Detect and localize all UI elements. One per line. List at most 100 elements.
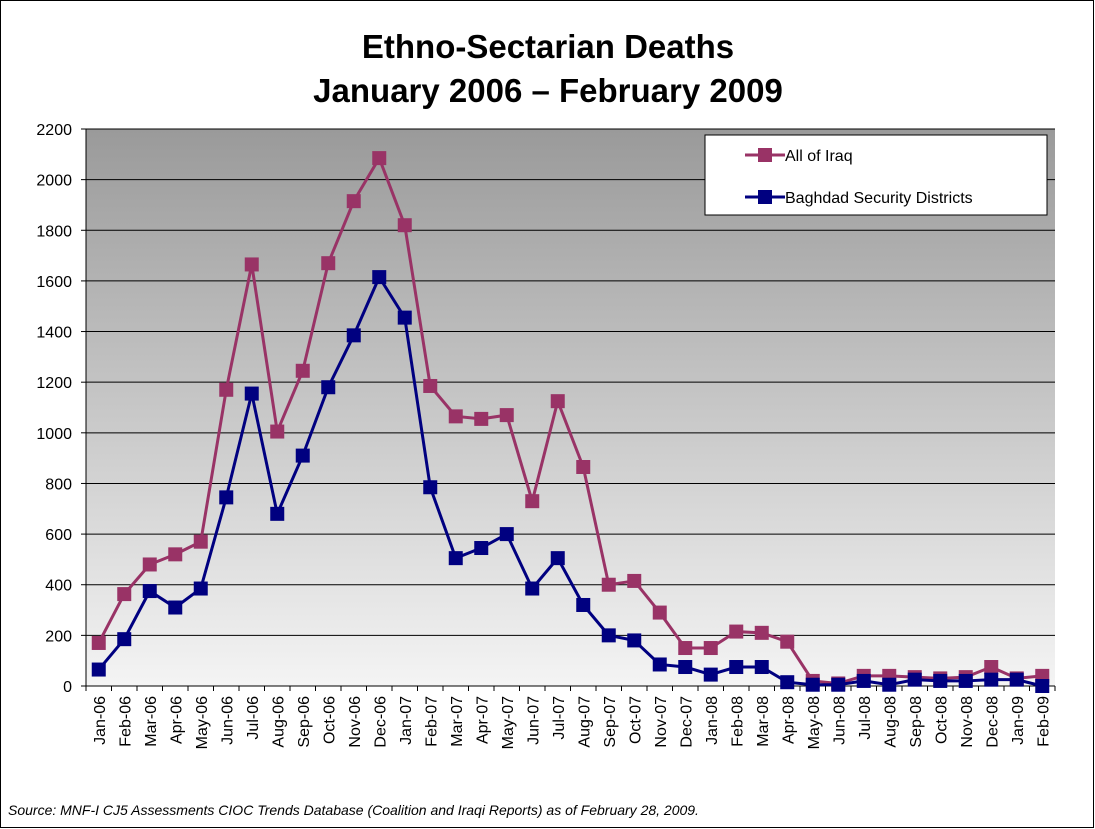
y-tick-label: 400 bbox=[45, 578, 72, 595]
marker bbox=[984, 660, 999, 675]
marker bbox=[729, 660, 744, 675]
y-tick-label: 1600 bbox=[36, 274, 72, 291]
marker bbox=[423, 378, 438, 393]
marker bbox=[91, 662, 106, 677]
marker bbox=[346, 328, 361, 343]
marker bbox=[550, 551, 565, 566]
marker bbox=[448, 409, 463, 424]
marker bbox=[397, 218, 412, 233]
x-tick-label: May-08 bbox=[806, 696, 823, 749]
marker bbox=[499, 527, 514, 542]
marker bbox=[933, 673, 948, 688]
x-tick-label: May-07 bbox=[500, 696, 517, 749]
marker bbox=[907, 672, 922, 687]
x-tick-label: Jun-08 bbox=[831, 696, 848, 745]
x-tick-label: Apr-07 bbox=[474, 696, 491, 744]
y-tick-label: 800 bbox=[45, 476, 72, 493]
y-tick-label: 2000 bbox=[36, 173, 72, 190]
marker bbox=[805, 677, 820, 692]
marker bbox=[168, 547, 183, 562]
marker bbox=[117, 587, 132, 602]
x-tick-label: Dec-08 bbox=[984, 696, 1001, 748]
marker bbox=[678, 641, 693, 656]
x-tick-label: Oct-08 bbox=[933, 696, 950, 744]
marker bbox=[321, 256, 336, 271]
marker bbox=[984, 672, 999, 687]
marker bbox=[652, 657, 667, 672]
x-tick-label: Aug-07 bbox=[576, 696, 593, 748]
marker bbox=[219, 382, 234, 397]
x-tick-label: May-06 bbox=[194, 696, 211, 749]
marker bbox=[678, 660, 693, 675]
x-tick-label: Apr-08 bbox=[780, 696, 797, 744]
marker bbox=[346, 194, 361, 209]
marker bbox=[576, 597, 591, 612]
x-tick-label: Jan-06 bbox=[92, 696, 109, 745]
x-tick-label: Jun-06 bbox=[219, 696, 236, 745]
x-tick-label: Mar-08 bbox=[755, 696, 772, 747]
marker bbox=[193, 534, 208, 549]
marker bbox=[295, 448, 310, 463]
x-tick-label: Aug-08 bbox=[882, 696, 899, 748]
marker bbox=[219, 490, 234, 505]
y-tick-label: 0 bbox=[63, 679, 72, 696]
x-tick-label: Feb-07 bbox=[423, 696, 440, 747]
marker bbox=[754, 660, 769, 675]
marker bbox=[1009, 672, 1024, 687]
marker bbox=[550, 394, 565, 409]
x-tick-label: Nov-07 bbox=[653, 696, 670, 748]
legend-label: Baghdad Security Districts bbox=[785, 190, 973, 207]
x-tick-label: Feb-08 bbox=[729, 696, 746, 747]
x-tick-label: Jul-07 bbox=[551, 696, 568, 740]
source-note: Source: MNF-I CJ5 Assessments CIOC Trend… bbox=[8, 802, 699, 818]
marker bbox=[1035, 679, 1050, 693]
x-tick-label: Oct-06 bbox=[321, 696, 338, 744]
marker bbox=[117, 632, 132, 647]
marker bbox=[780, 634, 795, 649]
marker bbox=[525, 494, 540, 509]
y-tick-label: 1000 bbox=[36, 426, 72, 443]
chart-subtitle: January 2006 – February 2009 bbox=[313, 72, 783, 109]
x-tick-label: Dec-07 bbox=[678, 696, 695, 748]
x-tick-label: Nov-06 bbox=[347, 696, 364, 748]
marker bbox=[142, 584, 157, 599]
marker bbox=[244, 257, 259, 272]
x-tick-label: Jul-06 bbox=[245, 696, 262, 740]
x-tick-label: Jun-07 bbox=[525, 696, 542, 745]
marker bbox=[652, 605, 667, 620]
x-tick-label: Jul-08 bbox=[857, 696, 874, 740]
marker bbox=[448, 551, 463, 566]
x-tick-label: Mar-06 bbox=[143, 696, 160, 747]
legend-marker bbox=[758, 190, 772, 204]
marker bbox=[703, 667, 718, 682]
marker bbox=[499, 408, 514, 423]
marker bbox=[321, 380, 336, 395]
marker bbox=[856, 673, 871, 688]
y-tick-label: 600 bbox=[45, 527, 72, 544]
marker bbox=[627, 573, 642, 588]
x-tick-label: Feb-09 bbox=[1035, 696, 1052, 747]
marker bbox=[958, 673, 973, 688]
marker bbox=[780, 675, 795, 690]
marker bbox=[703, 641, 718, 656]
x-tick-label: Dec-06 bbox=[372, 696, 389, 748]
marker bbox=[372, 270, 387, 285]
x-tick-label: Aug-06 bbox=[270, 696, 287, 748]
x-tick-label: Feb-06 bbox=[117, 696, 134, 747]
marker bbox=[831, 677, 846, 692]
legend-marker bbox=[758, 148, 772, 162]
marker bbox=[142, 557, 157, 572]
x-tick-label: Sep-06 bbox=[296, 696, 313, 748]
x-tick-label: Jan-07 bbox=[398, 696, 415, 745]
marker bbox=[397, 310, 412, 325]
marker bbox=[525, 581, 540, 596]
marker bbox=[270, 424, 285, 439]
y-tick-label: 2200 bbox=[36, 122, 72, 139]
legend-label: All of Iraq bbox=[785, 148, 853, 165]
x-tick-label: Apr-06 bbox=[168, 696, 185, 744]
marker bbox=[193, 581, 208, 596]
x-tick-label: Mar-07 bbox=[449, 696, 466, 747]
marker bbox=[244, 386, 259, 401]
marker bbox=[295, 363, 310, 378]
